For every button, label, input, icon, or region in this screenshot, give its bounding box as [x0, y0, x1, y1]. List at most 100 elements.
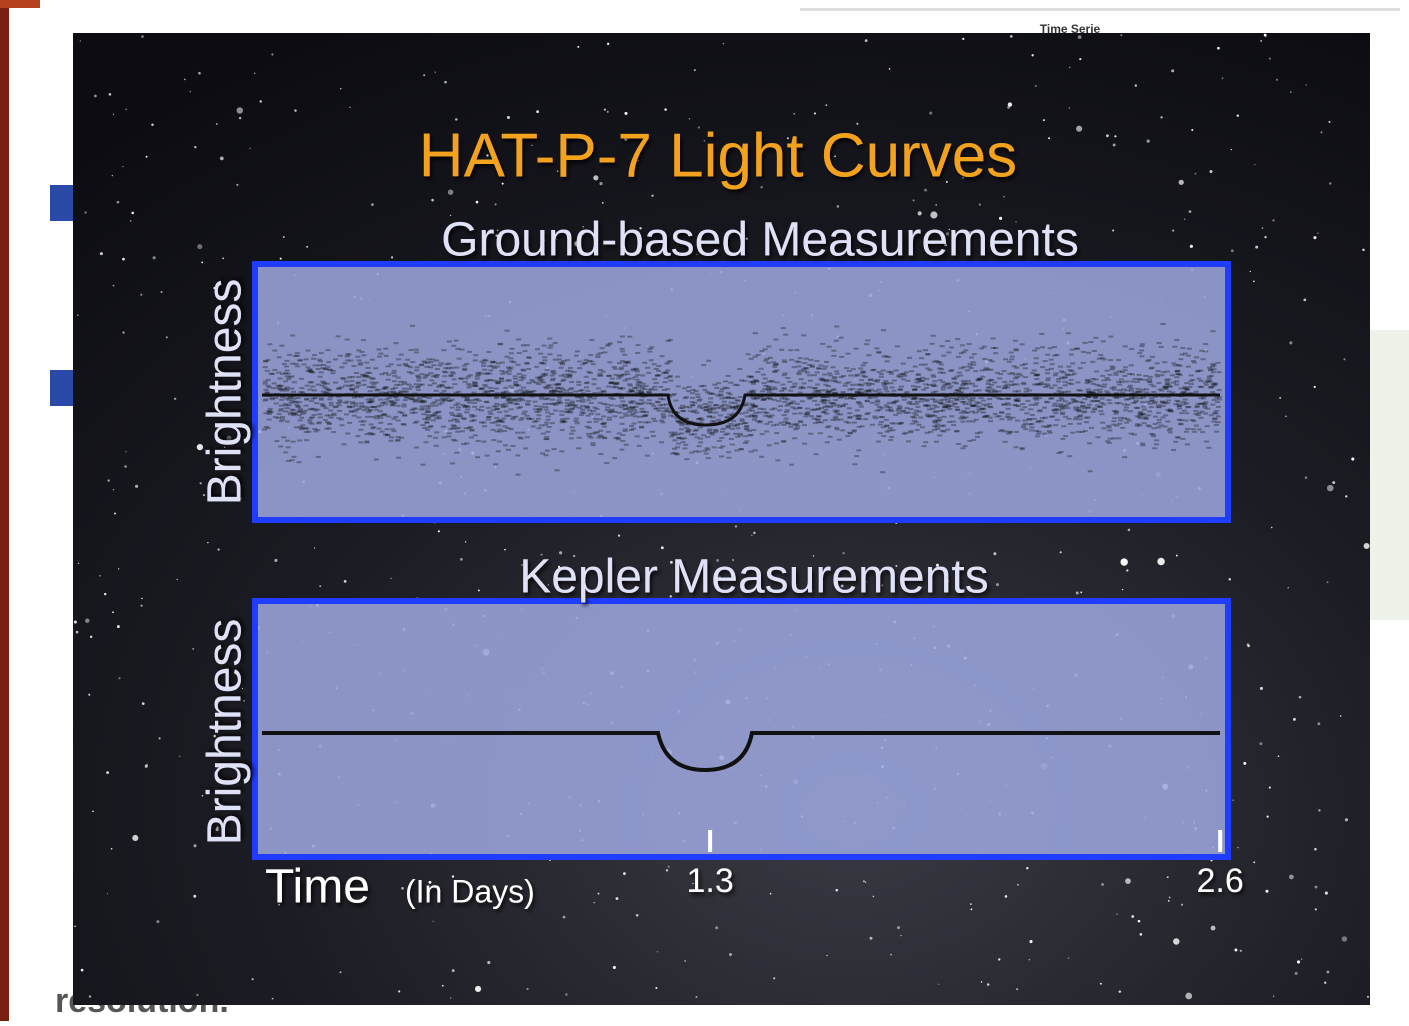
noise-point	[608, 382, 614, 385]
noise-point	[499, 369, 505, 372]
noise-point	[792, 385, 798, 388]
noise-point	[620, 387, 626, 390]
noise-point	[1093, 336, 1099, 339]
noise-point	[1066, 382, 1072, 385]
noise-point	[798, 421, 804, 424]
noise-point	[1101, 358, 1107, 361]
star	[655, 986, 658, 990]
noise-point	[560, 379, 566, 382]
star	[1249, 270, 1251, 273]
noise-point	[537, 375, 543, 378]
noise-point	[1029, 426, 1035, 429]
noise-point	[1152, 402, 1158, 405]
noise-point	[360, 423, 366, 426]
noise-point	[300, 391, 306, 394]
noise-point	[486, 406, 492, 409]
noise-point	[824, 405, 830, 408]
noise-point	[586, 370, 592, 373]
noise-point	[520, 344, 526, 347]
noise-point	[1069, 382, 1075, 385]
noise-point	[494, 407, 500, 410]
noise-point	[326, 422, 332, 425]
star	[112, 113, 115, 115]
noise-point	[783, 411, 789, 414]
x-tick-label: 1.3	[686, 862, 733, 900]
noise-point	[1045, 353, 1051, 356]
noise-point	[969, 410, 975, 413]
star	[124, 465, 127, 468]
noise-point	[361, 375, 367, 378]
noise-point	[1199, 410, 1205, 413]
noise-point	[284, 369, 290, 372]
noise-point	[1086, 396, 1092, 399]
star	[1272, 219, 1275, 222]
noise-point	[646, 391, 652, 394]
noise-point	[1005, 407, 1011, 410]
noise-point	[847, 432, 853, 435]
noise-point	[741, 404, 747, 407]
noise-point	[286, 378, 292, 381]
noise-point	[617, 341, 623, 344]
noise-point	[830, 402, 836, 405]
noise-point	[304, 398, 310, 401]
noise-point	[1169, 374, 1175, 377]
noise-point	[940, 381, 946, 384]
noise-point	[861, 374, 867, 377]
noise-point	[461, 417, 467, 420]
noise-point	[335, 387, 341, 390]
noise-point	[479, 409, 485, 412]
star	[1287, 586, 1289, 589]
noise-point	[297, 410, 303, 413]
noise-point	[843, 382, 849, 385]
noise-point	[348, 410, 354, 413]
star	[773, 977, 776, 980]
noise-point	[391, 417, 397, 420]
noise-point	[620, 434, 626, 437]
noise-point	[1208, 386, 1214, 389]
noise-point	[1079, 430, 1085, 433]
star	[118, 677, 121, 680]
star	[567, 568, 570, 571]
star	[504, 548, 506, 551]
noise-point	[822, 419, 828, 422]
noise-point	[1104, 369, 1110, 372]
noise-point	[1171, 381, 1177, 384]
noise-point	[650, 417, 656, 420]
noise-point	[878, 416, 884, 419]
noise-point	[1075, 381, 1081, 384]
noise-point	[706, 359, 712, 362]
noise-point	[575, 396, 581, 399]
noise-point	[1043, 400, 1049, 403]
noise-point	[265, 359, 271, 362]
noise-point	[664, 372, 670, 375]
noise-point	[1065, 374, 1071, 377]
noise-point	[1032, 349, 1038, 352]
noise-point	[265, 384, 271, 387]
noise-point	[818, 407, 824, 410]
noise-point	[955, 338, 961, 341]
noise-point	[608, 342, 614, 345]
noise-point	[573, 420, 579, 423]
noise-point	[819, 389, 825, 392]
noise-point	[1163, 387, 1169, 390]
noise-point	[573, 417, 579, 420]
star	[107, 479, 110, 482]
noise-point	[273, 402, 279, 405]
noise-point	[569, 402, 575, 405]
noise-point	[364, 440, 370, 443]
noise-point	[461, 364, 467, 367]
star	[1003, 195, 1005, 198]
noise-point	[622, 364, 628, 367]
noise-point	[589, 338, 595, 341]
noise-point	[662, 381, 668, 384]
noise-point	[987, 386, 993, 389]
noise-point	[1061, 404, 1067, 407]
noise-point	[851, 430, 857, 433]
noise-point	[930, 414, 936, 417]
bg-text: Time Serie	[1040, 22, 1101, 36]
noise-point	[1175, 400, 1181, 403]
noise-point	[1051, 409, 1057, 412]
noise-point	[1078, 389, 1084, 392]
noise-point	[526, 400, 532, 403]
noise-point	[1200, 431, 1206, 434]
